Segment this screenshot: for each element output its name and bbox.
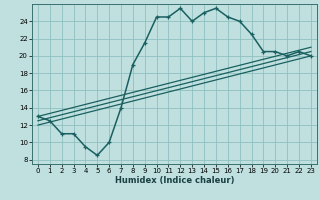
X-axis label: Humidex (Indice chaleur): Humidex (Indice chaleur) xyxy=(115,176,234,185)
